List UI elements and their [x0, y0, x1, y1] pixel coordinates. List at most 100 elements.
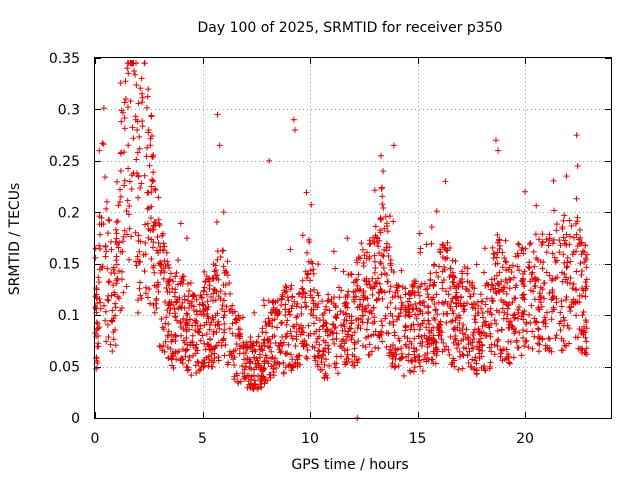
- data-point: [103, 205, 110, 212]
- data-point: [362, 308, 369, 315]
- data-point: [515, 240, 522, 247]
- data-point: [536, 236, 543, 243]
- data-point: [311, 320, 318, 327]
- data-point: [487, 305, 494, 312]
- data-point: [141, 172, 148, 179]
- data-point: [529, 269, 536, 276]
- data-point: [134, 309, 141, 316]
- data-point: [528, 302, 535, 309]
- data-point: [220, 281, 227, 288]
- data-point: [161, 348, 168, 355]
- data-point: [311, 344, 318, 351]
- data-point: [357, 286, 364, 293]
- data-point: [415, 333, 422, 340]
- data-point: [551, 306, 558, 313]
- data-point: [248, 342, 255, 349]
- data-point: [430, 332, 437, 339]
- data-point: [456, 312, 463, 319]
- data-point: [487, 359, 494, 366]
- data-point: [373, 280, 380, 287]
- data-point: [322, 345, 329, 352]
- data-point: [576, 227, 583, 234]
- data-point: [336, 294, 343, 301]
- data-point: [269, 310, 276, 317]
- data-point: [566, 217, 573, 224]
- data-point: [203, 273, 210, 280]
- data-point: [493, 320, 500, 327]
- data-point: [137, 85, 144, 92]
- data-point: [195, 359, 202, 366]
- data-point: [148, 255, 155, 262]
- data-point: [221, 329, 228, 336]
- data-point: [466, 348, 473, 355]
- data-point: [398, 345, 405, 352]
- data-point: [261, 302, 268, 309]
- data-point: [543, 309, 550, 316]
- data-point: [379, 193, 386, 200]
- data-point: [169, 285, 176, 292]
- data-point: [209, 346, 216, 353]
- data-point: [435, 332, 442, 339]
- data-point: [94, 360, 101, 367]
- data-point: [380, 205, 387, 212]
- data-point: [155, 249, 162, 256]
- data-point: [219, 247, 226, 254]
- data-point: [304, 346, 311, 353]
- data-point: [170, 302, 177, 309]
- data-point: [168, 331, 175, 338]
- data-point: [270, 372, 277, 379]
- data-point: [322, 356, 329, 363]
- data-point: [105, 334, 112, 341]
- data-point: [201, 284, 208, 291]
- data-point: [482, 321, 489, 328]
- data-point: [520, 276, 527, 283]
- data-point: [152, 218, 159, 225]
- data-point: [146, 286, 153, 293]
- data-point: [155, 288, 162, 295]
- data-point: [557, 309, 564, 316]
- data-point: [366, 253, 373, 260]
- data-point: [367, 240, 374, 247]
- data-points: [92, 60, 591, 421]
- data-point: [134, 126, 141, 133]
- data-point: [112, 304, 119, 311]
- data-point: [559, 224, 566, 231]
- data-point: [123, 207, 130, 214]
- data-point: [376, 280, 383, 287]
- data-point: [105, 279, 112, 286]
- data-point: [479, 314, 486, 321]
- data-point: [270, 365, 277, 372]
- data-point: [145, 225, 152, 232]
- data-point: [330, 330, 337, 337]
- data-point: [416, 359, 423, 366]
- data-point: [138, 75, 145, 82]
- data-point: [431, 350, 438, 357]
- data-point: [436, 320, 443, 327]
- data-point: [526, 241, 533, 248]
- data-point: [135, 194, 142, 201]
- data-point: [432, 345, 439, 352]
- data-point: [203, 291, 210, 298]
- data-point: [514, 344, 521, 351]
- data-point: [573, 248, 580, 255]
- data-point: [337, 308, 344, 315]
- data-point: [256, 351, 263, 358]
- data-point: [115, 295, 122, 302]
- data-point: [288, 305, 295, 312]
- data-point: [113, 235, 120, 242]
- data-point: [342, 311, 349, 318]
- data-point: [148, 189, 155, 196]
- data-point: [148, 112, 155, 119]
- data-point: [487, 286, 494, 293]
- data-point: [350, 279, 357, 286]
- data-point: [300, 343, 307, 350]
- data-point: [391, 364, 398, 371]
- data-point: [145, 129, 152, 136]
- data-point: [546, 290, 553, 297]
- data-point: [214, 111, 221, 118]
- data-point: [187, 280, 194, 287]
- data-point: [146, 162, 153, 169]
- data-point: [198, 363, 205, 370]
- data-point: [135, 173, 142, 180]
- data-point: [424, 336, 431, 343]
